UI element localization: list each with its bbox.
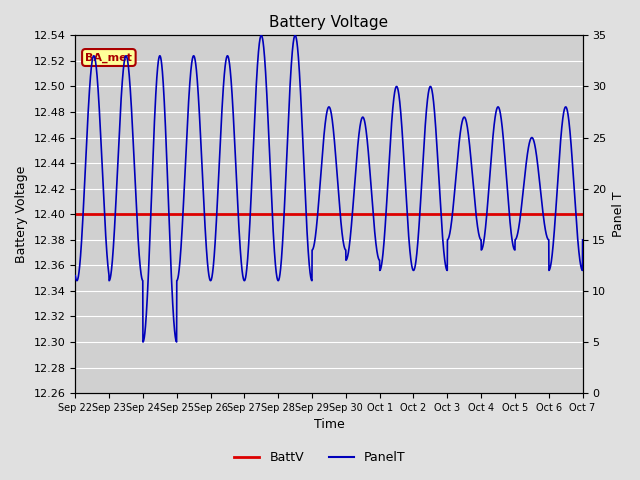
Y-axis label: Panel T: Panel T	[612, 192, 625, 237]
Text: BA_met: BA_met	[85, 52, 132, 63]
X-axis label: Time: Time	[314, 419, 344, 432]
Title: Battery Voltage: Battery Voltage	[269, 15, 388, 30]
Legend: BattV, PanelT: BattV, PanelT	[229, 446, 411, 469]
Y-axis label: Battery Voltage: Battery Voltage	[15, 166, 28, 263]
